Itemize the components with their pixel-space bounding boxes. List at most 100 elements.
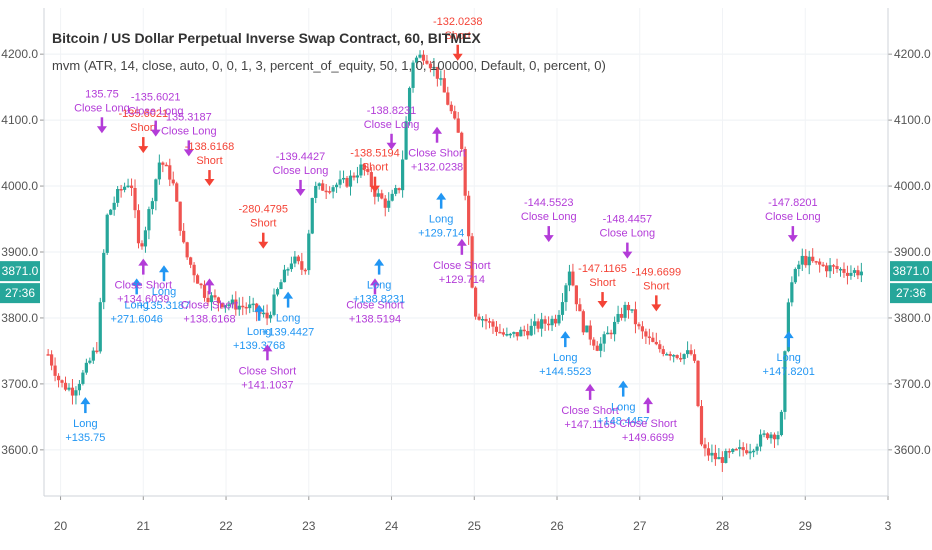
arrow-down-icon — [787, 235, 798, 243]
candle-body — [609, 332, 613, 335]
study-legend[interactable]: mvm (ATR, 14, close, auto, 0, 0, 1, 3, p… — [52, 58, 606, 73]
signal-label: Long — [611, 402, 635, 414]
y-tick-label: 4000.0 — [1, 179, 38, 193]
arrow-up-icon — [204, 278, 215, 286]
close-short-signal: Close Short +138.5194 — [346, 278, 404, 325]
signal-value: -147.1165 — [578, 263, 627, 275]
candle-body — [331, 187, 335, 192]
candle-body — [758, 434, 763, 447]
short-signal: Short -132.0238 — [433, 16, 482, 61]
candle-body — [786, 302, 790, 352]
candle-body — [526, 331, 530, 336]
countdown-badge: 27:36 — [0, 283, 40, 304]
candle-body — [515, 332, 519, 337]
x-tick-label: 22 — [219, 519, 233, 533]
arrow-down-icon — [597, 301, 608, 309]
candle-body — [439, 78, 443, 80]
candle-body — [783, 351, 787, 412]
short-signal: Short -280.4795 — [239, 204, 288, 249]
signal-value: +138.6168 — [183, 313, 235, 325]
candle-body — [540, 319, 544, 329]
close-short-signal: Close Short +138.6168 — [181, 278, 238, 325]
candle-body — [421, 54, 426, 61]
signal-label: Long — [429, 214, 453, 226]
signal-label: Close Long — [74, 102, 130, 114]
candle-body — [91, 350, 95, 361]
signal-label: Short — [130, 122, 156, 134]
arrow-up-icon — [374, 258, 385, 266]
candle-body — [838, 268, 843, 271]
arrow-up-icon — [138, 258, 149, 266]
close-long-signal: Close Long -135.6021 — [128, 92, 184, 137]
signal-value: +132.0238 — [411, 162, 463, 174]
arrow-up-icon — [131, 278, 142, 286]
candle-body — [720, 457, 724, 463]
arrow-down-icon — [622, 251, 633, 259]
candle-body — [602, 334, 606, 344]
candle-body — [209, 295, 214, 303]
candle-body — [512, 332, 516, 334]
candle-body — [220, 303, 224, 308]
candle-body — [849, 272, 853, 276]
candle-body — [842, 268, 846, 273]
candle-body — [154, 179, 158, 202]
candle-body — [651, 337, 655, 342]
candle-body — [98, 302, 102, 352]
signal-label: Close Long — [273, 165, 329, 177]
signal-value: -139.4427 — [276, 151, 326, 163]
signal-value: +147.1165 — [564, 419, 616, 431]
close-short-signal: Close Short +149.6699 — [619, 397, 677, 444]
candle-body — [831, 265, 836, 267]
arrow-up-icon — [618, 380, 629, 388]
candle-body — [195, 275, 200, 284]
candle-body — [157, 162, 161, 180]
candle-body — [713, 452, 717, 460]
candle-body — [793, 268, 797, 283]
candle-body — [595, 345, 599, 351]
signal-value: +138.5194 — [349, 313, 401, 325]
arrow-up-icon — [783, 331, 794, 339]
candle-body — [70, 387, 75, 396]
candle-body — [727, 451, 731, 453]
y-tick-label: 3800.0 — [1, 311, 38, 325]
candle-body — [804, 255, 808, 266]
candle-body — [654, 341, 658, 345]
arrow-up-icon — [283, 291, 294, 299]
candle-body — [390, 193, 394, 201]
candle-body — [800, 255, 804, 265]
candle-body — [293, 256, 297, 264]
candle-body — [296, 256, 300, 262]
arrow-up-icon — [262, 344, 273, 352]
close-long-signal: Close Long -139.4427 — [273, 151, 329, 196]
y-tick-label: 4100.0 — [894, 113, 931, 127]
candle-body — [658, 344, 662, 350]
candle-body — [626, 304, 631, 311]
signal-value: -138.8231 — [367, 105, 417, 117]
signal-value: -138.5194 — [350, 148, 400, 160]
candle-body — [237, 305, 241, 310]
candle-body — [112, 202, 116, 210]
long-signal: Long +139.3768 — [233, 304, 285, 352]
signal-label: Close Short — [408, 148, 465, 160]
arrow-down-icon — [96, 126, 107, 134]
candle-body — [560, 302, 565, 315]
candle-body — [779, 411, 784, 436]
x-tick-label: 24 — [385, 519, 399, 533]
candle-body — [734, 449, 738, 451]
signal-value: +129.714 — [418, 228, 464, 240]
long-signal: Long +148.4457 — [597, 380, 649, 428]
candle-body — [369, 172, 373, 187]
candle-body — [143, 230, 148, 247]
signal-value: -135.6021 — [131, 92, 181, 104]
signal-value: +129.714 — [439, 274, 485, 286]
candle-body — [685, 350, 690, 355]
y-tick-label: 3600.0 — [1, 443, 38, 457]
candle-body — [765, 433, 770, 439]
candle-body — [460, 132, 464, 149]
candle-body — [859, 271, 863, 276]
candle-body — [505, 334, 509, 336]
close-short-signal: Close Short +132.0238 — [408, 126, 466, 174]
long-signal: Long +135.75 — [65, 397, 105, 444]
candle-body — [616, 313, 620, 322]
